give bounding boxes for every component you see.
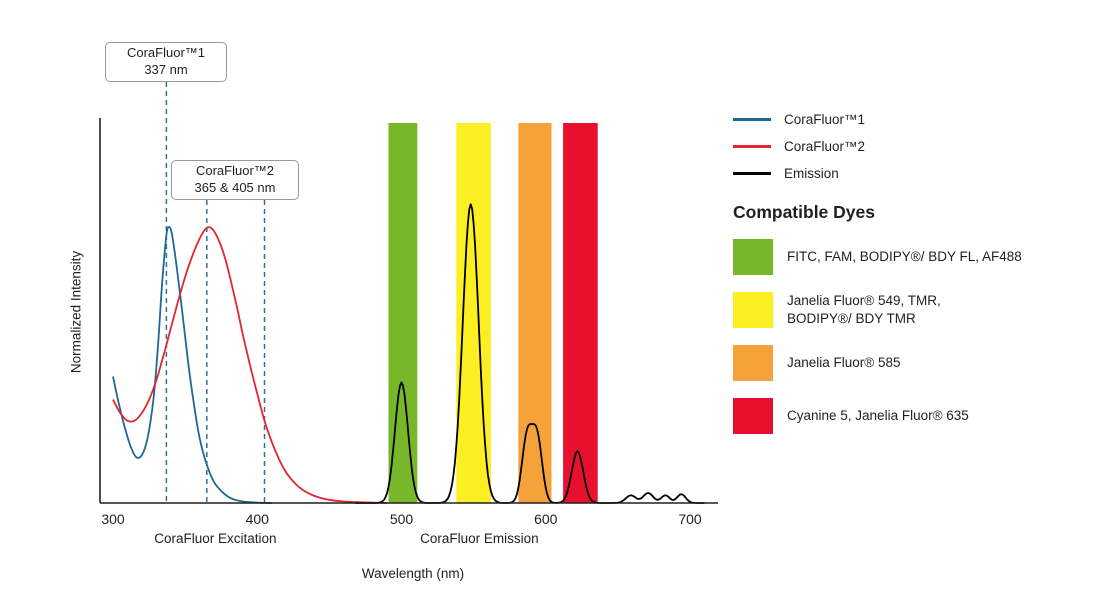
curve-emission — [355, 203, 705, 504]
orange-dye-swatch — [733, 345, 773, 382]
x-tick-label-300: 300 — [101, 511, 125, 527]
x-tick-label-500: 500 — [390, 511, 414, 527]
callout-corafluor2-title: CoraFluor™2 — [195, 163, 275, 178]
spectra-chart: 300 400 500 600 700 CoraFluor Excitation CoraF… — [99, 82, 718, 546]
red-dye-label: Cyanine 5, Janelia Fluor® 635 — [787, 408, 969, 424]
cf1-legend-label: CoraFluor™1 — [784, 112, 866, 127]
yellow-dye-swatch — [733, 292, 773, 329]
dye-row-green: FITC, FAM, BODIPY®/ BDY FL, AF488 — [733, 239, 1105, 275]
callout-corafluor1-title: CoraFluor™1 — [126, 45, 206, 60]
dye-row-yellow: Janelia Fluor® 549, TMR, BODIPY®/ BDY TM… — [733, 292, 1105, 329]
x-tick-label-400: 400 — [246, 511, 270, 527]
emission-line-swatch — [733, 172, 771, 175]
curve-cf2_excitation — [112, 226, 388, 504]
x-axis-title: Wavelength (nm) — [361, 566, 465, 581]
callout-corafluor2: CoraFluor™2 365 & 405 nm — [171, 160, 299, 200]
cf2-legend-label: CoraFluor™2 — [784, 139, 866, 154]
emission-legend-label: Emission — [784, 166, 839, 181]
dye-band-orange — [518, 123, 552, 503]
green-dye-label: FITC, FAM, BODIPY®/ BDY FL, AF488 — [787, 248, 1022, 264]
legend-row-emission: Emission — [733, 160, 1105, 187]
x-tick-label-700: 700 — [678, 511, 702, 527]
orange-dye-label: Janelia Fluor® 585 — [787, 355, 901, 371]
x-tick-label-600: 600 — [534, 511, 558, 527]
cf2-line-swatch — [733, 145, 771, 148]
compatible-dyes-heading: Compatible Dyes — [733, 202, 875, 222]
legend-row-corafluor1: CoraFluor™1 — [733, 106, 1105, 133]
legend: CoraFluor™1 CoraFluor™2 Emission Compati… — [733, 106, 1105, 451]
green-dye-swatch — [733, 239, 773, 275]
callout-corafluor1-value: 337 nm — [144, 61, 188, 77]
cf1-line-swatch — [733, 118, 771, 121]
y-axis-title: Normalized Intensity — [68, 250, 84, 374]
x-region-label-1: CoraFluor Emission — [420, 531, 539, 546]
red-dye-swatch — [733, 398, 773, 435]
callout-corafluor1: CoraFluor™1 337 nm — [105, 42, 227, 82]
dye-row-red: Cyanine 5, Janelia Fluor® 635 — [733, 398, 1105, 435]
yellow-dye-label: Janelia Fluor® 549, TMR, BODIPY®/ BDY TM… — [787, 293, 941, 327]
x-region-label-0: CoraFluor Excitation — [154, 531, 276, 546]
dye-row-orange: Janelia Fluor® 585 — [733, 345, 1105, 382]
legend-row-corafluor2: CoraFluor™2 — [733, 133, 1105, 160]
callout-corafluor2-value: 365 & 405 nm — [194, 179, 276, 195]
curve-cf1_excitation — [112, 226, 272, 504]
dye-band-red — [563, 123, 598, 503]
